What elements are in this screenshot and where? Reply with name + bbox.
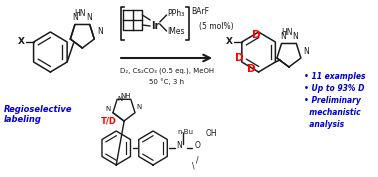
Text: N: N: [72, 13, 78, 22]
Text: N: N: [280, 32, 285, 41]
Text: HN: HN: [281, 28, 293, 37]
Text: n-Bu: n-Bu: [177, 129, 193, 135]
Text: N: N: [97, 27, 102, 36]
Text: N: N: [176, 141, 182, 150]
Text: X: X: [18, 38, 25, 47]
Text: Ir: Ir: [151, 21, 159, 31]
Text: • 11 examples: • 11 examples: [304, 72, 366, 81]
Text: analysis: analysis: [304, 120, 344, 129]
Text: 50 °C, 3 h: 50 °C, 3 h: [149, 78, 184, 85]
Text: D₂, Cs₂CO₃ (0.5 eq.), MeOH: D₂, Cs₂CO₃ (0.5 eq.), MeOH: [119, 67, 214, 73]
Text: IMes: IMes: [167, 27, 185, 36]
Text: HN: HN: [74, 9, 86, 18]
Text: \: \: [192, 161, 195, 170]
Text: O: O: [195, 141, 201, 150]
Text: N: N: [136, 104, 142, 110]
Text: D: D: [235, 53, 243, 63]
Text: mechanistic: mechanistic: [304, 108, 361, 117]
Text: • Preliminary: • Preliminary: [304, 96, 361, 105]
Text: N: N: [118, 96, 123, 102]
Text: N: N: [105, 106, 110, 112]
Text: N: N: [304, 47, 309, 56]
Text: X: X: [226, 38, 233, 47]
Text: (5 mol%): (5 mol%): [198, 22, 233, 32]
Text: BArF: BArF: [191, 7, 209, 16]
Text: N: N: [292, 32, 298, 41]
Text: NH: NH: [121, 93, 131, 99]
Text: D: D: [246, 64, 255, 74]
Text: OH: OH: [205, 130, 217, 138]
Text: N: N: [87, 13, 93, 22]
Text: PPh₃: PPh₃: [167, 10, 185, 19]
Text: • Up to 93% D: • Up to 93% D: [304, 84, 365, 93]
Text: D: D: [253, 30, 261, 40]
Text: Regioselective
labeling: Regioselective labeling: [4, 105, 72, 124]
Text: T/D: T/D: [101, 116, 116, 125]
Text: /: /: [196, 156, 199, 164]
